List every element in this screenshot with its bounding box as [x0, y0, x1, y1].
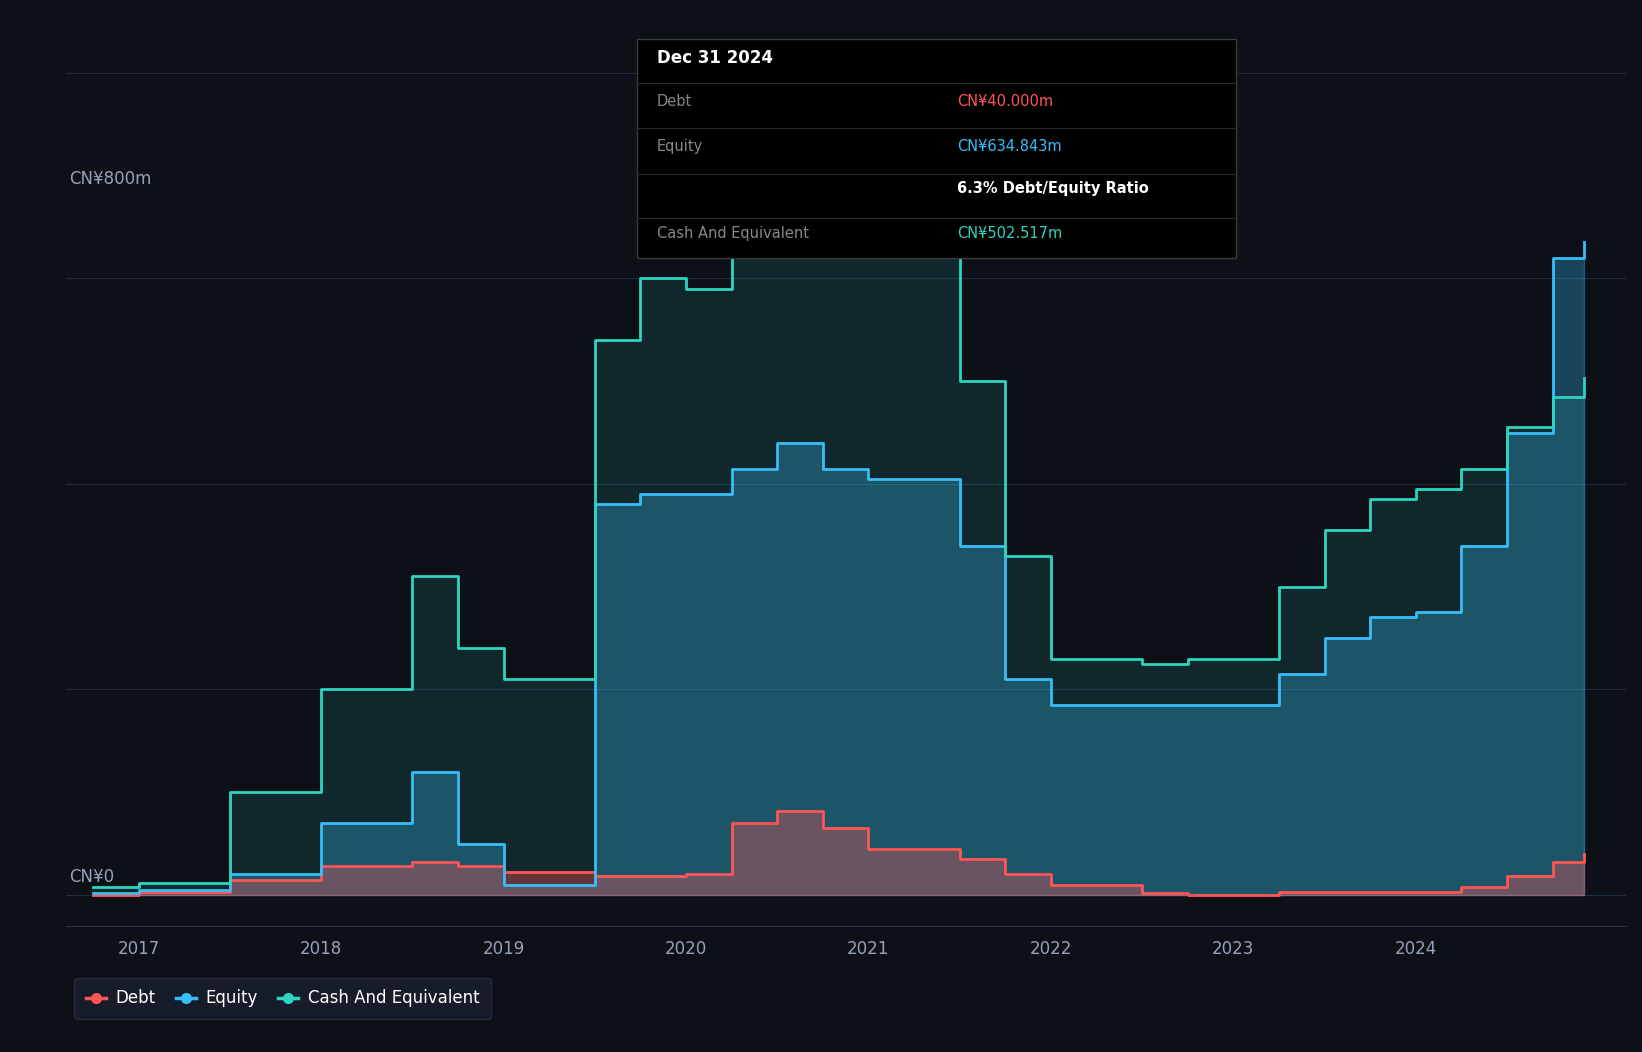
- Text: 6.3% Debt/Equity Ratio: 6.3% Debt/Equity Ratio: [957, 181, 1149, 196]
- Text: CN¥502.517m: CN¥502.517m: [957, 226, 1062, 241]
- Text: CN¥800m: CN¥800m: [69, 170, 151, 188]
- Text: CN¥40.000m: CN¥40.000m: [957, 94, 1054, 108]
- Text: CN¥634.843m: CN¥634.843m: [957, 139, 1062, 154]
- Text: Dec 31 2024: Dec 31 2024: [657, 49, 773, 67]
- Text: Equity: Equity: [657, 139, 703, 154]
- Text: Cash And Equivalent: Cash And Equivalent: [657, 226, 810, 241]
- Text: CN¥0: CN¥0: [69, 868, 113, 886]
- Legend: Debt, Equity, Cash And Equivalent: Debt, Equity, Cash And Equivalent: [74, 977, 491, 1019]
- Text: Debt: Debt: [657, 94, 691, 108]
